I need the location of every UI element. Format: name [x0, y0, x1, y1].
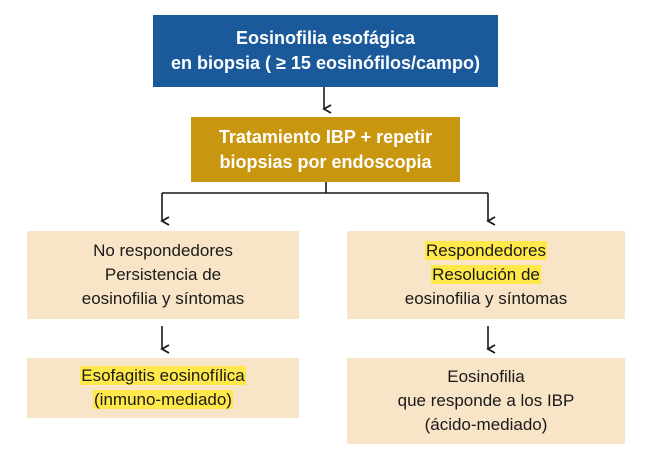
right-branch-line2: Resolución de: [431, 265, 541, 284]
left-branch-line1: No respondedores: [93, 241, 233, 260]
treatment-box: Tratamiento IBP + repetir biopsias por e…: [191, 117, 460, 182]
left-branch-line3: eosinofilia y síntomas: [81, 289, 245, 308]
left-outcome-line1: Esofagitis eosinofílica: [80, 366, 246, 385]
left-branch-line2: Persistencia de: [104, 265, 222, 284]
top-box-line2: en biopsia ( ≥ 15 eosinófilos/campo): [171, 53, 480, 73]
right-outcome-line1: Eosinofilia: [447, 367, 525, 386]
ppi-responsive-eosinophilia-box: Eosinofilia que responde a los IBP (ácid…: [347, 358, 625, 444]
right-branch-line1: Respondedores: [424, 241, 548, 260]
eosinophilic-esophagitis-box: Esofagitis eosinofílica (inmuno-mediado): [27, 358, 299, 418]
left-outcome-line2: (inmuno-mediado): [93, 390, 233, 409]
right-outcome-line3: (ácido-mediado): [424, 415, 548, 434]
responders-box: Respondedores Resolución de eosinofilia …: [347, 231, 625, 319]
eosinophilia-biopsy-box: Eosinofilia esofágica en biopsia ( ≥ 15 …: [153, 15, 498, 87]
right-branch-line3: eosinofilia y síntomas: [404, 289, 568, 308]
non-responders-box: No respondedores Persistencia de eosinof…: [27, 231, 299, 319]
top-box-line1: Eosinofilia esofágica: [235, 28, 416, 48]
treatment-box-line2: biopsias por endoscopia: [219, 151, 432, 172]
right-outcome-line2: que responde a los IBP: [397, 391, 575, 410]
treatment-box-line1: Tratamiento IBP + repetir: [218, 126, 433, 147]
